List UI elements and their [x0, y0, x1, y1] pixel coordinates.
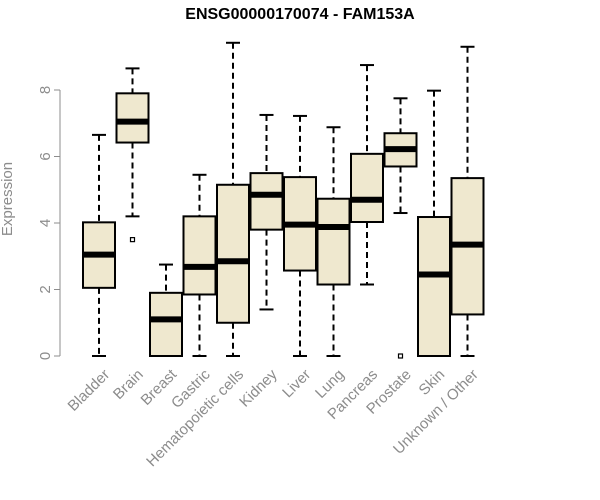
box-rect [417, 216, 451, 357]
box-rect [350, 152, 384, 224]
box-lung [316, 126, 351, 357]
box-breast [149, 263, 183, 358]
x-tick-label: Kidney [236, 366, 281, 411]
y-tick-label: 2 [37, 285, 54, 293]
boxes [82, 41, 485, 359]
box-rect [115, 92, 150, 144]
box-liver [283, 114, 317, 357]
box-rect [316, 197, 351, 286]
box-rect [216, 183, 250, 324]
box-bladder [82, 133, 116, 357]
box-brain [115, 67, 150, 243]
y-axis-title: Expression [0, 162, 16, 236]
y-tick-label: 4 [37, 219, 54, 227]
y-tick-label: 0 [37, 352, 54, 360]
x-tick-label: Bladder [65, 366, 114, 415]
box-hematopoietic-cells [216, 41, 250, 357]
box-pancreas [350, 64, 384, 286]
outlier-point [129, 237, 136, 243]
box-unknown-other [450, 45, 485, 357]
box-rect [182, 215, 217, 296]
box-prostate [383, 97, 418, 359]
y-tick-label: 8 [37, 86, 54, 94]
y-axis: 0 2 4 6 8 [37, 86, 61, 360]
x-tick-label: Liver [279, 366, 314, 401]
chart-title: ENSG00000170074 - FAM153A [185, 6, 415, 23]
box-gastric [182, 173, 217, 357]
box-rect [149, 291, 183, 358]
box-skin [417, 89, 451, 357]
y-tick-label: 6 [37, 152, 54, 160]
outlier-point [397, 353, 404, 359]
box-rect [249, 172, 284, 231]
box-kidney [249, 113, 284, 311]
